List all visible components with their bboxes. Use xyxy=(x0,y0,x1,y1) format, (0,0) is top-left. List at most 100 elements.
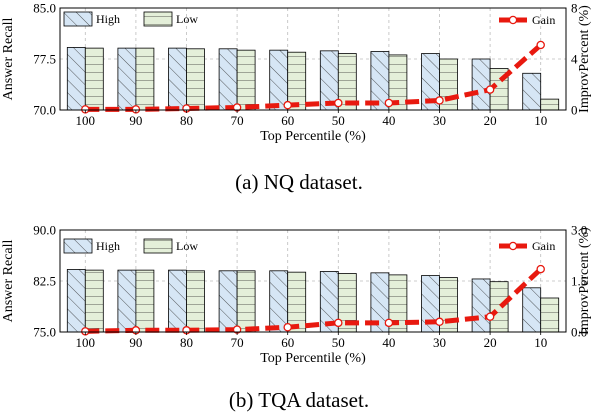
y-tick-label: 70.0 xyxy=(33,103,56,118)
gain-point xyxy=(334,318,343,328)
x-tick-label: 40 xyxy=(382,335,395,350)
x-tick-label: 100 xyxy=(76,335,96,350)
gain-point xyxy=(334,98,343,108)
x-axis-label: Top Percentile (%) xyxy=(260,129,366,144)
legend-low-swatch xyxy=(143,238,173,254)
bar-high xyxy=(168,269,187,333)
y-axis-label-right: ImprovPercent (%) xyxy=(577,5,592,113)
y-tick-label-right: 3.0 xyxy=(571,223,587,238)
x-tick-label: 60 xyxy=(281,335,294,350)
plot-frame xyxy=(59,229,567,333)
gain-series xyxy=(81,264,545,336)
y-tick-label: 82.5 xyxy=(33,274,56,289)
x-tick-label: 80 xyxy=(180,335,193,350)
bar-low xyxy=(540,98,560,111)
bar-low xyxy=(84,269,104,333)
legend-low-label: Low xyxy=(176,12,198,26)
legend-low-label: Low xyxy=(176,239,198,253)
x-tick-label: 30 xyxy=(433,113,446,128)
bar-high xyxy=(117,47,137,111)
legend-gain-marker xyxy=(508,241,518,251)
legend-high: High xyxy=(63,238,120,254)
bar-high xyxy=(117,269,137,333)
y-axis-label: Answer Recall xyxy=(1,17,16,100)
legend-gain: Gain xyxy=(499,239,555,253)
x-tick-label: 30 xyxy=(433,335,446,350)
y-axis-label-right: ImprovPercent (%) xyxy=(577,227,592,335)
y-tick-label-right: 4 xyxy=(571,52,578,67)
x-tick-label: 40 xyxy=(382,113,395,128)
bar-low xyxy=(540,297,560,333)
x-axis-label: Top Percentile (%) xyxy=(260,351,366,366)
gain-line xyxy=(85,267,543,334)
bar-low xyxy=(287,271,307,333)
y-tick-label-right: 0 xyxy=(571,103,578,118)
tick-labels: 100 90 80 70 60 50 40 30 20 10 70.0 77.5 85.0 0 4 8 xyxy=(33,1,578,129)
legend-gain-label: Gain xyxy=(532,13,555,27)
y-tick-label: 77.5 xyxy=(33,52,56,67)
gain-point xyxy=(283,100,292,110)
bar-low xyxy=(489,281,509,333)
bar-low xyxy=(236,270,256,333)
x-tick-label: 90 xyxy=(129,335,142,350)
bar-low xyxy=(135,269,155,333)
gain-point xyxy=(384,98,394,108)
x-tick-label: 70 xyxy=(231,113,244,128)
legend-gain-marker xyxy=(508,15,518,25)
x-tick-label: 60 xyxy=(281,113,294,128)
x-tick-label: 10 xyxy=(534,113,547,128)
legend-high-swatch xyxy=(63,238,93,254)
bar-high xyxy=(269,49,289,111)
bar-high xyxy=(522,287,542,333)
caption-nq: (a) NQ dataset. xyxy=(235,170,363,194)
legend-low: Low xyxy=(143,11,198,27)
bar-high xyxy=(522,72,542,111)
y-axis-label: Answer Recall xyxy=(1,239,16,322)
bar-high xyxy=(66,269,86,333)
bar-high xyxy=(218,48,238,111)
bar-high xyxy=(471,58,491,111)
bar-low xyxy=(186,48,205,111)
bar-high xyxy=(269,270,289,333)
bar-low xyxy=(287,51,307,111)
gain-point xyxy=(485,312,495,321)
gain-point xyxy=(536,40,545,50)
x-tick-label: 90 xyxy=(129,113,142,128)
legend-high-label: High xyxy=(96,239,120,253)
x-tick-label: 100 xyxy=(76,113,96,128)
bar-high xyxy=(471,278,491,333)
legend-high-swatch xyxy=(63,11,93,27)
chart-tqa: 100 90 80 70 60 50 40 30 20 10 75.0 82.5 90.0 0.0 1.5 3… xyxy=(1,223,592,413)
bars xyxy=(66,47,560,111)
bar-high xyxy=(168,47,187,111)
x-tick-label: 10 xyxy=(534,335,547,350)
bar-low xyxy=(84,47,104,111)
gain-point xyxy=(435,96,444,105)
x-tick-label: 20 xyxy=(484,335,497,350)
y-tick-label: 90.0 xyxy=(33,223,56,238)
y-tick-label-right: 8 xyxy=(571,1,578,16)
chart-nq: 100 90 80 70 60 50 40 30 20 10 70.0 77.5 85.0 0 4 8 Ans… xyxy=(1,1,592,195)
gain-point xyxy=(536,264,545,274)
y-tick-label: 85.0 xyxy=(33,1,56,16)
x-tick-label: 80 xyxy=(180,113,193,128)
x-tick-label: 50 xyxy=(332,113,345,128)
legend-low-swatch xyxy=(143,11,173,27)
legend-high: High xyxy=(63,11,120,27)
plot-frame xyxy=(59,7,567,111)
x-tick-label: 20 xyxy=(484,113,497,128)
y-tick-label-right: 0.0 xyxy=(571,325,587,340)
bar-high xyxy=(66,47,86,111)
gain-series xyxy=(81,40,545,114)
caption-tqa: (b) TQA dataset. xyxy=(229,388,369,412)
bar-high xyxy=(218,270,238,333)
gain-line xyxy=(85,43,543,112)
x-tick-label: 70 xyxy=(231,335,244,350)
x-tick-label: 50 xyxy=(332,335,345,350)
legend-gain-label: Gain xyxy=(532,239,555,253)
legend-gain: Gain xyxy=(499,13,555,27)
bar-low xyxy=(186,270,205,333)
gain-point xyxy=(384,318,394,328)
bar-low xyxy=(236,49,256,111)
